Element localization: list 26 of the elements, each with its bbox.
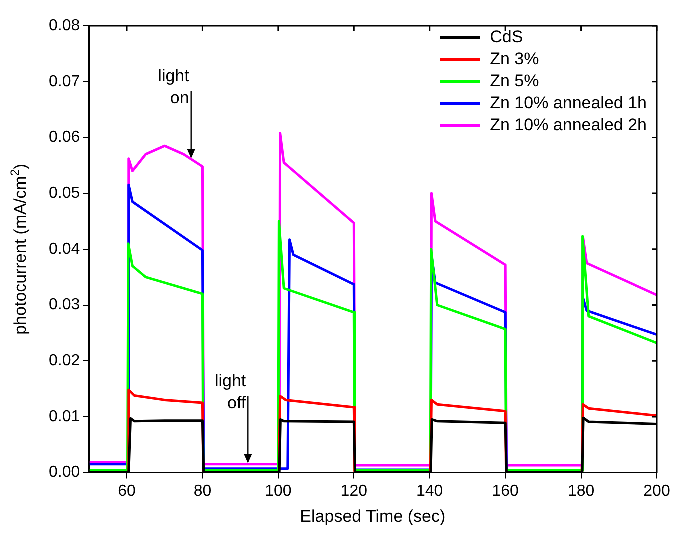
y-tick-label: 0.03 [49,296,80,314]
x-tick-label: 80 [194,482,212,500]
y-tick-label: 0.04 [49,240,80,258]
legend-label: Zn 5% [490,72,540,91]
y-tick-label: 0.06 [49,129,80,146]
legend-label: Zn 10% annealed 2h [490,116,648,135]
legend-label: CdS [490,28,524,47]
legend-label: Zn 3% [490,50,540,69]
annotation: light on [158,66,190,108]
x-tick-label: 60 [118,482,136,500]
x-tick-label: 120 [340,482,368,500]
annotation: light off [214,371,246,412]
y-tick-label: 0.08 [49,17,80,34]
x-tick-label: 140 [416,482,444,500]
x-tick-label: 100 [265,482,292,500]
y-tick-label: 0.02 [49,352,80,370]
x-axis-title: Elapsed Time (sec) [300,507,446,526]
y-tick-label: 0.05 [49,184,80,202]
y-tick-label: 0.01 [49,408,80,426]
y-axis-title: photocurrent (mA/cm2) [8,164,30,335]
x-tick-label: 200 [644,482,670,500]
y-tick-label: 0.07 [49,73,80,90]
y-tick-label: 0.00 [49,464,80,482]
x-tick-label: 160 [492,482,520,500]
legend-label: Zn 10% annealed 1h [490,94,648,113]
x-tick-label: 180 [568,482,595,500]
